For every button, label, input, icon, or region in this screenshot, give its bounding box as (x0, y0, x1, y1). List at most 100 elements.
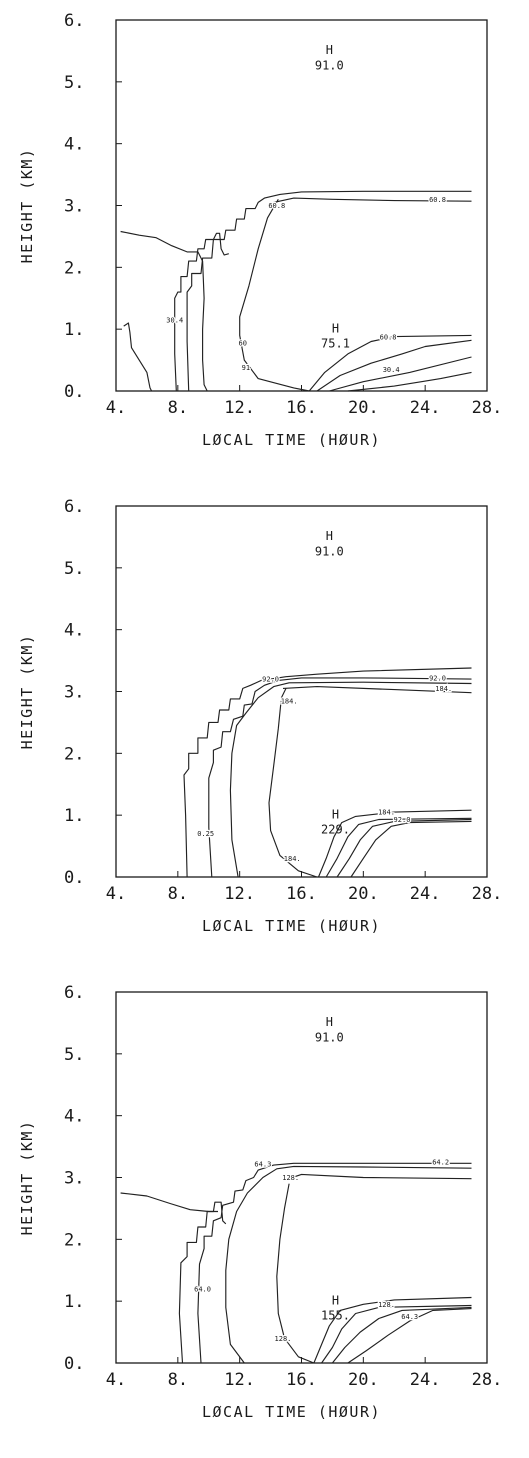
y-tick-label: 4. (64, 621, 84, 641)
y-tick-label: 3. (64, 1169, 84, 1189)
extremum-annotation: H (332, 807, 339, 821)
extremum-annotation: H (326, 43, 333, 57)
plot-frame (115, 991, 488, 1364)
contour-line (282, 1173, 472, 1182)
y-tick-label: 0. (64, 382, 84, 402)
contour-value-label: 128. (378, 1301, 395, 1309)
contour-value-label: 184. (378, 809, 395, 817)
contour-value-label: 60 (239, 339, 247, 347)
x-tick-label: 28. (472, 398, 503, 418)
contour-chart-top: 4. 8. 12. 16. 20. 24. 28. 0. 1. 2. 3. 4. 5. 6. LØCAL T… (18, 11, 503, 449)
x-tick-label: 16. (286, 398, 317, 418)
contour-line (186, 190, 472, 392)
extremum-annotation: H (332, 321, 339, 335)
y-tick-label: 1. (64, 1292, 84, 1312)
extremum-annotation: 91.0 (315, 58, 344, 72)
y-tick-label: 5. (64, 1045, 84, 1065)
y-tick-label: 3. (64, 683, 84, 703)
contour-value-label: 60.8 (429, 196, 446, 204)
contour-line (268, 688, 318, 878)
extremum-annotation: H (326, 529, 333, 543)
y-axis-label: HEIGHT (KM) (18, 1120, 36, 1236)
x-tick-label: 24. (410, 1370, 441, 1390)
contour-line (347, 371, 472, 392)
contour-value-label: 92.0 (394, 816, 411, 824)
x-tick-label: 28. (472, 1370, 503, 1390)
y-tick-label: 0. (64, 868, 84, 888)
chart-panel-bottom: 4. 8. 12. 16. 20. 24. 28. 0. 1. 2. 3. 4. 5. 6. LØCAL T… (0, 972, 529, 1458)
contour-line (276, 1183, 315, 1364)
y-tick-label: 4. (64, 1107, 84, 1127)
contour-line (120, 230, 208, 392)
contour-value-label: 64.3 (401, 1313, 418, 1321)
y-axis-label: HEIGHT (KM) (18, 634, 36, 750)
y-tick-label: 2. (64, 1230, 84, 1250)
y-tick-label: 5. (64, 73, 84, 93)
contour-value-label: 64.3 (254, 1160, 271, 1168)
contour-line (325, 817, 472, 878)
x-tick-label: 28. (472, 884, 503, 904)
contour-line (239, 199, 310, 392)
y-tick-label: 5. (64, 559, 84, 579)
x-tick-label: 20. (348, 398, 379, 418)
contour-value-label: 30.4 (383, 366, 400, 374)
contour-line (183, 667, 472, 878)
contour-value-label: 64.2 (432, 1159, 449, 1167)
x-tick-label: 16. (286, 1370, 317, 1390)
contour-value-label: 128. (282, 1174, 299, 1182)
contour-chart-bottom: 4. 8. 12. 16. 20. 24. 28. 0. 1. 2. 3. 4. 5. 6. LØCAL T… (18, 983, 503, 1421)
contour-line (317, 809, 472, 878)
contour-line (197, 1162, 472, 1364)
chart-panel-middle: 4. 8. 12. 16. 20. 24. 28. 0. 1. 2. 3. 4. 5. 6. LØCAL T… (0, 486, 529, 972)
x-tick-label: 24. (410, 884, 441, 904)
extremum-annotation: 91.0 (315, 544, 344, 558)
contour-value-label: 60.8 (380, 334, 397, 342)
contour-value-label: 184. (435, 685, 452, 693)
extremum-annotation: 75.1 (321, 337, 350, 351)
contour-line (316, 339, 472, 392)
x-tick-label: 20. (348, 884, 379, 904)
contour-line (178, 1201, 227, 1364)
y-tick-label: 2. (64, 258, 84, 278)
contour-value-label: 128. (275, 1335, 292, 1343)
contour-value-label: 184. (284, 855, 301, 863)
contour-line (123, 322, 153, 392)
contour-line (273, 197, 472, 203)
contour-value-label: 30.4 (166, 316, 183, 324)
extremum-annotation: 91.0 (315, 1030, 344, 1044)
extremum-annotation: H (326, 1015, 333, 1029)
contour-line (229, 681, 472, 878)
x-tick-label: 8. (168, 884, 188, 904)
contour-chart-middle: 4. 8. 12. 16. 20. 24. 28. 0. 1. 2. 3. 4. 5. 6. LØCAL T… (18, 497, 503, 935)
contour-line (329, 356, 472, 392)
x-tick-label: 4. (106, 1370, 126, 1390)
y-tick-label: 6. (64, 497, 84, 517)
y-tick-label: 6. (64, 11, 84, 31)
contour-value-label: 64.0 (194, 1285, 211, 1293)
contour-line (350, 820, 472, 878)
x-axis-label: LØCAL TIME (HØUR) (202, 917, 381, 935)
contour-line (336, 818, 472, 878)
extremum-annotation: 155. (321, 1309, 350, 1323)
plot-frame (115, 19, 488, 392)
contour-line (347, 1308, 472, 1364)
contour-value-label: 0.25 (197, 830, 214, 838)
x-axis-label: LØCAL TIME (HØUR) (202, 1403, 381, 1421)
x-axis-label: LØCAL TIME (HØUR) (202, 431, 381, 449)
x-tick-label: 12. (224, 1370, 255, 1390)
contour-value-label: 92.0 (429, 674, 446, 682)
y-axis-label: HEIGHT (KM) (18, 148, 36, 264)
extremum-annotation: 229. (321, 823, 350, 837)
contour-line (308, 334, 472, 392)
extremum-annotation: H (332, 1293, 339, 1307)
contour-value-label: 184. (281, 697, 298, 705)
chart-panel-top: 4. 8. 12. 16. 20. 24. 28. 0. 1. 2. 3. 4. 5. 6. LØCAL T… (0, 0, 529, 486)
contour-value-label: 92.0 (262, 676, 279, 684)
contour-value-label: 60.8 (268, 202, 285, 210)
contour-line (120, 1192, 218, 1213)
contour-line (282, 686, 472, 694)
y-tick-label: 1. (64, 320, 84, 340)
y-tick-label: 6. (64, 983, 84, 1003)
x-tick-label: 4. (106, 398, 126, 418)
contour-line (313, 1296, 472, 1364)
